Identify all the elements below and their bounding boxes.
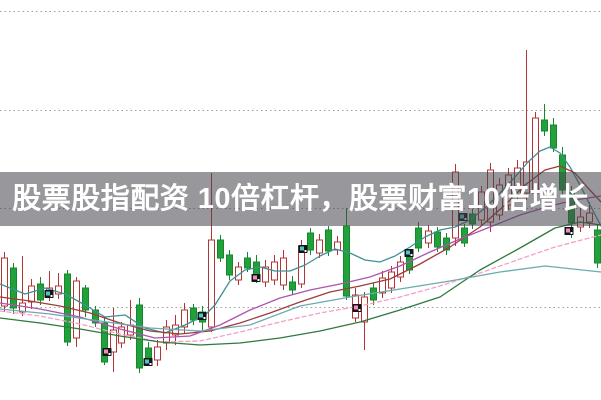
signal-marker-pink bbox=[352, 304, 362, 312]
signal-marker-cyan bbox=[404, 249, 414, 257]
ma-slow-teal bbox=[0, 265, 601, 332]
ma-pink-dashed bbox=[0, 234, 601, 343]
signal-marker-cyan bbox=[197, 312, 207, 320]
signal-marker-pink bbox=[102, 348, 112, 356]
signal-marker-cyan bbox=[44, 290, 54, 298]
signal-marker-pink bbox=[564, 227, 574, 235]
signal-marker-cyan bbox=[143, 358, 153, 366]
signal-marker-pink bbox=[251, 274, 261, 282]
signal-marker-cyan bbox=[298, 245, 308, 253]
promo-banner-text: 股票股指配资 10倍杠杆，股票财富10倍增长 bbox=[12, 182, 589, 215]
ma-fast-teal bbox=[0, 146, 601, 334]
promo-banner-overlay: 股票股指配资 10倍杠杆，股票财富10倍增长 bbox=[0, 172, 601, 226]
ma-dark-green bbox=[0, 221, 601, 346]
ma-maroon bbox=[0, 165, 601, 335]
